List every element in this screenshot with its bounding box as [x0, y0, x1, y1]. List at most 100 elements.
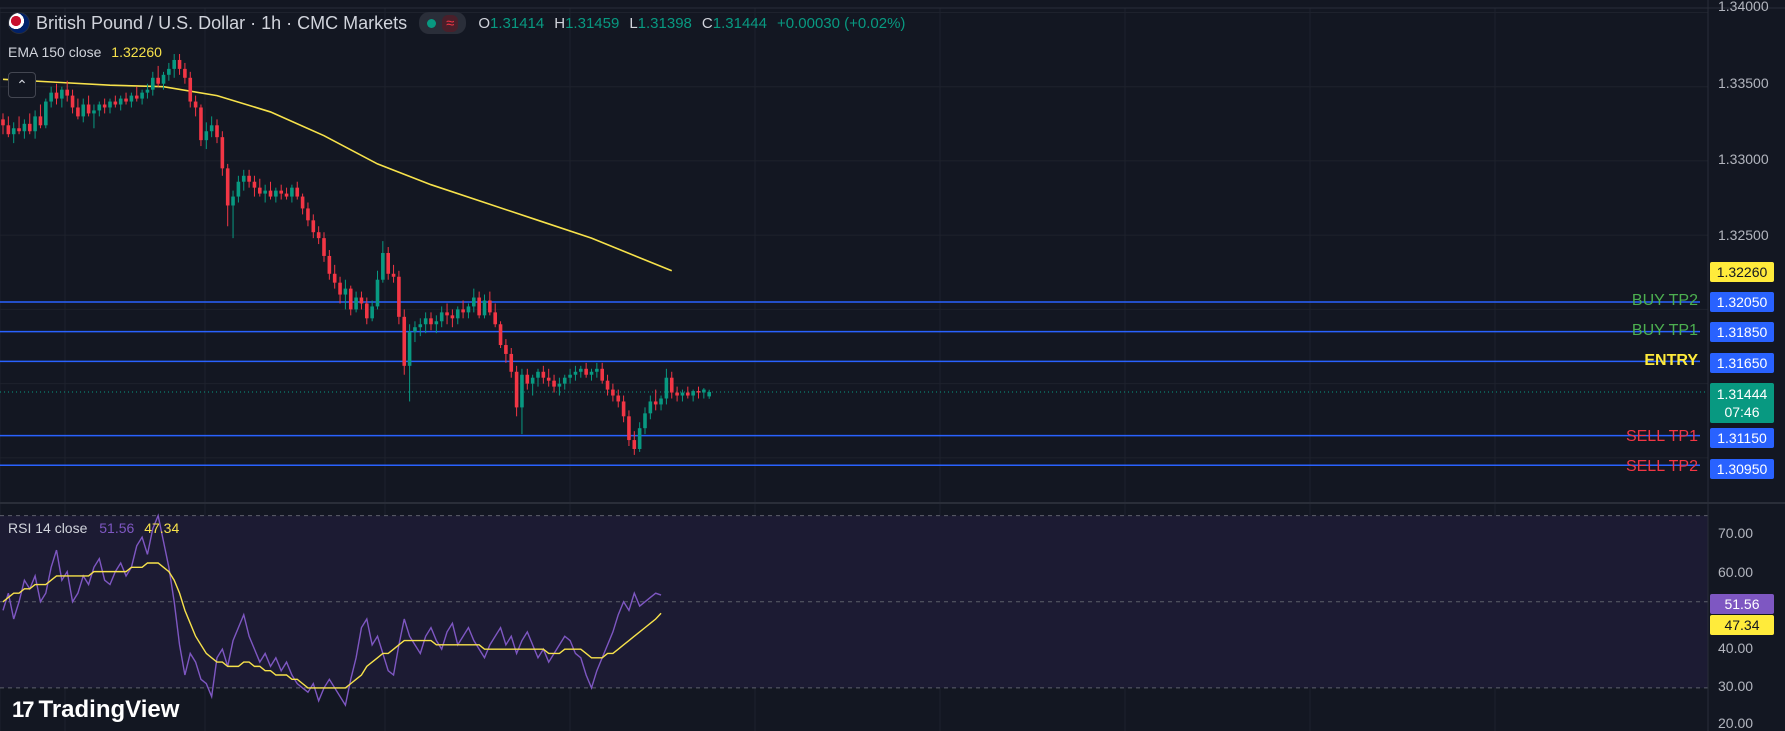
buy-tp1-label: BUY TP1 — [1631, 322, 1698, 339]
rsi-legend-value: 51.56 — [99, 520, 135, 536]
price-tick: 1.32500 — [1718, 227, 1769, 243]
ohlc-high: H1.31459 — [554, 14, 620, 32]
price-tick: 1.34000 — [1718, 0, 1769, 14]
candle-body — [648, 401, 653, 414]
bar-countdown: 07:46 — [1724, 404, 1760, 420]
candle-body — [44, 101, 48, 126]
ema-legend-value: 1.32260 — [111, 44, 162, 60]
candle-body — [659, 398, 663, 405]
candle-body — [247, 175, 251, 182]
candle-body — [504, 345, 508, 354]
candle-body — [611, 389, 615, 396]
market-open-dot-icon — [427, 18, 437, 28]
candle-body — [338, 282, 342, 295]
candle-body — [552, 380, 556, 387]
candle-body — [220, 137, 225, 169]
candle-body — [429, 318, 433, 325]
candle-body — [118, 98, 123, 105]
sell-tp2-price-tag[interactable]: 1.30950 — [1710, 459, 1774, 479]
candle-body — [129, 95, 134, 102]
candle-body — [236, 181, 241, 197]
candle-body — [102, 104, 107, 108]
candle-body — [359, 297, 364, 304]
candle-body — [81, 104, 86, 117]
symbol-title[interactable]: British Pound / U.S. Dollar · 1h · CMC M… — [36, 12, 408, 33]
candle-body — [530, 377, 535, 384]
candle-body — [311, 220, 316, 233]
ohlc-close: C1.31444 — [701, 14, 767, 32]
collapse-legend-button[interactable]: ⌃ — [8, 72, 36, 98]
candle-body — [402, 316, 407, 366]
candle-body — [11, 128, 16, 135]
rsi-line — [2, 513, 662, 708]
sell-tp1-price-tag[interactable]: 1.31150 — [1710, 428, 1774, 448]
candle-body — [225, 168, 230, 206]
rsi-tick: 30.00 — [1718, 678, 1754, 694]
ema-legend[interactable]: EMA 150 close 1.32260 — [8, 44, 162, 60]
candle-body — [33, 116, 37, 132]
candle-body — [124, 98, 128, 102]
candle-body — [140, 92, 144, 99]
candle-body — [600, 368, 604, 381]
buy-tp2-label: BUY TP2 — [1631, 292, 1698, 309]
ohlc-low: L1.31398 — [629, 14, 692, 32]
buy-tp2-price-tag[interactable]: 1.32050 — [1710, 292, 1774, 312]
candle-body — [134, 95, 139, 99]
entry-price-tag[interactable]: 1.31650 — [1710, 353, 1774, 373]
rsi-value-tag: 51.56 — [1710, 594, 1774, 614]
candle-body — [156, 77, 160, 84]
rsi-ma-legend-value: 47.34 — [144, 520, 180, 536]
candle-body — [252, 181, 257, 188]
candle-body — [643, 413, 647, 429]
candle-body — [65, 89, 69, 96]
candle-body — [113, 101, 118, 105]
candle-body — [653, 401, 658, 405]
candle-body — [637, 428, 642, 449]
candle-body — [461, 309, 465, 313]
candle-body — [177, 59, 182, 69]
candle-body — [562, 377, 567, 384]
candle-body — [199, 107, 203, 141]
rsi-band — [0, 515, 1708, 688]
candle-body — [536, 371, 540, 378]
rsi-tick: 70.00 — [1718, 525, 1754, 541]
sell-tp2-label: SELL TP2 — [1625, 458, 1698, 475]
candle-body — [439, 312, 444, 322]
candle-body — [632, 440, 637, 449]
candle-body — [450, 315, 455, 319]
candle-body — [193, 101, 198, 108]
candle-body — [669, 377, 674, 393]
candle-body — [348, 288, 353, 310]
candle-body — [455, 309, 460, 319]
candle-body — [263, 190, 267, 194]
candle-body — [482, 300, 487, 316]
buy-tp1-price-tag[interactable]: 1.31850 — [1710, 322, 1774, 342]
candle-body — [108, 101, 112, 108]
candle-body — [306, 208, 310, 221]
candle-body — [167, 68, 171, 75]
candle-body — [573, 371, 578, 375]
candle-body — [498, 324, 503, 346]
market-status-badge[interactable]: ≈ — [419, 12, 467, 34]
candle-body — [97, 104, 102, 111]
candle-body — [509, 353, 514, 372]
ema-line — [2, 78, 673, 272]
ohlc-values: O1.31414 H1.31459 L1.31398 C1.31444 +0.0… — [478, 15, 905, 32]
candle-body — [27, 123, 32, 132]
candle-body — [161, 74, 166, 84]
candle-body — [172, 59, 176, 69]
candle-body — [466, 306, 471, 313]
rsi-tick: 60.00 — [1718, 564, 1754, 580]
candle-body — [686, 392, 690, 396]
candle-body — [397, 276, 401, 317]
rsi-ma-value-tag: 47.34 — [1710, 615, 1774, 635]
symbol-legend[interactable]: British Pound / U.S. Dollar · 1h · CMC M… — [8, 12, 905, 34]
candle-body — [316, 232, 321, 239]
rsi-legend[interactable]: RSI 14 close 51.56 47.34 — [8, 520, 179, 536]
tradingview-logo[interactable]: 17 TradingView — [12, 696, 179, 724]
candle-body — [279, 190, 283, 194]
candle-body — [472, 297, 476, 307]
candle-body — [386, 252, 390, 274]
